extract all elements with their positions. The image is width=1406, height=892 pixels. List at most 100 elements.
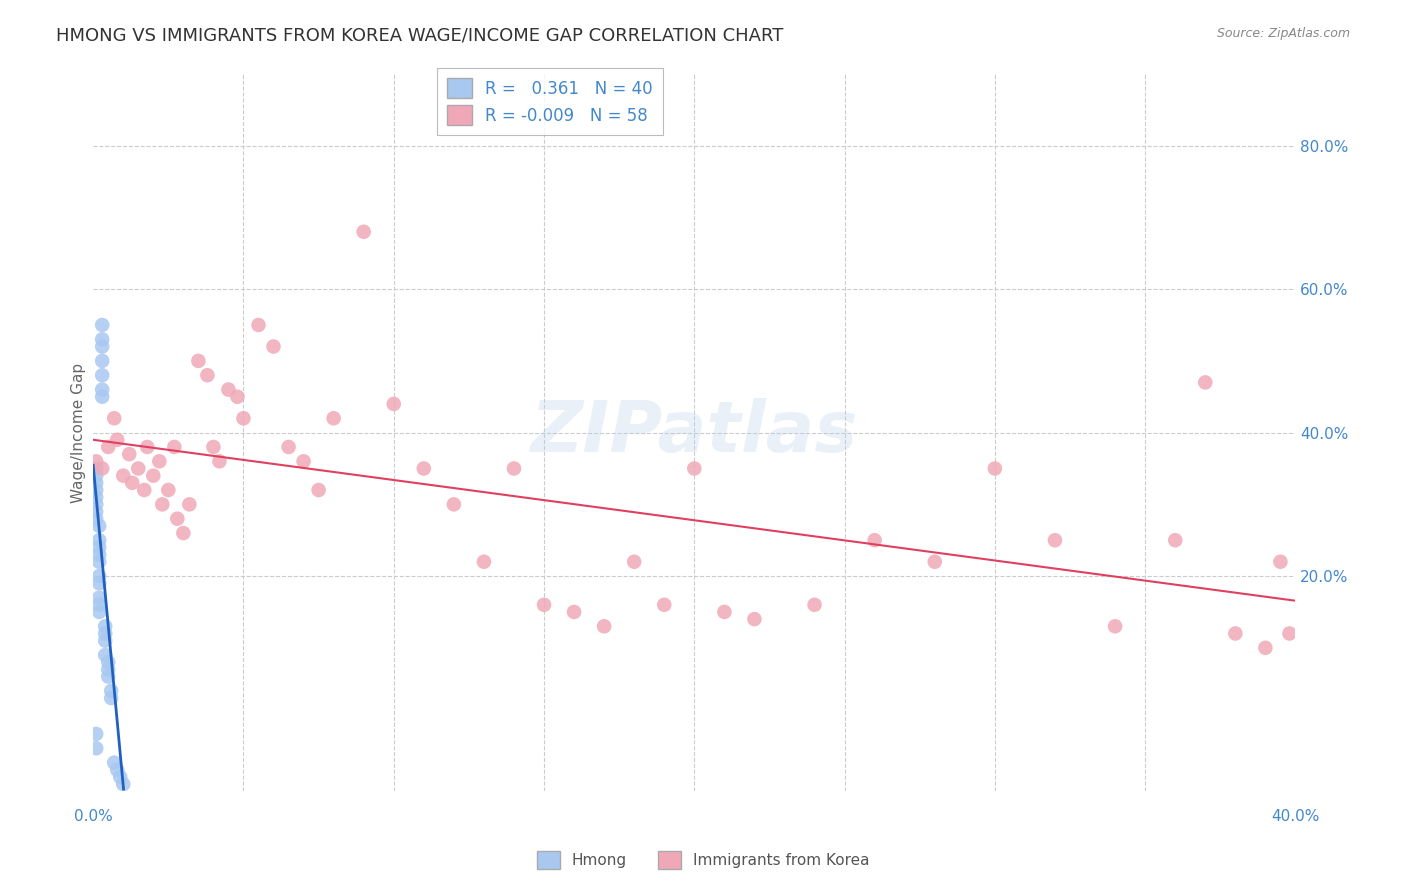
Point: [353, 225, 375, 239]
Point: [121, 475, 143, 490]
Point: [166, 512, 188, 526]
Point: [1104, 619, 1126, 633]
Point: [100, 684, 122, 698]
Text: 40.0%: 40.0%: [1271, 809, 1320, 824]
Point: [187, 354, 209, 368]
Point: [157, 483, 180, 497]
Point: [984, 461, 1007, 475]
Point: [863, 533, 886, 548]
Point: [292, 454, 315, 468]
Point: [163, 440, 186, 454]
Point: [89, 598, 111, 612]
Point: [91, 368, 114, 383]
Point: [202, 440, 225, 454]
Point: [503, 461, 526, 475]
Point: [91, 318, 114, 332]
Point: [112, 468, 135, 483]
Point: [142, 468, 165, 483]
Point: [103, 411, 125, 425]
Point: [148, 454, 170, 468]
Point: [472, 555, 495, 569]
Point: [94, 626, 117, 640]
Point: [623, 555, 645, 569]
Point: [263, 339, 285, 353]
Point: [1270, 555, 1292, 569]
Point: [172, 526, 194, 541]
Point: [136, 440, 159, 454]
Point: [91, 390, 114, 404]
Point: [562, 605, 585, 619]
Point: [127, 461, 149, 475]
Point: [924, 555, 946, 569]
Point: [91, 332, 114, 346]
Point: [89, 548, 111, 562]
Point: [97, 669, 120, 683]
Point: [308, 483, 330, 497]
Point: [91, 461, 114, 475]
Point: [89, 541, 111, 555]
Point: [382, 397, 405, 411]
Point: [94, 619, 117, 633]
Point: [84, 468, 107, 483]
Point: [247, 318, 270, 332]
Point: [84, 497, 107, 511]
Point: [277, 440, 299, 454]
Point: [84, 483, 107, 497]
Point: [94, 633, 117, 648]
Point: [89, 569, 111, 583]
Point: [105, 763, 128, 777]
Point: [105, 433, 128, 447]
Point: [134, 483, 156, 497]
Text: HMONG VS IMMIGRANTS FROM KOREA WAGE/INCOME GAP CORRELATION CHART: HMONG VS IMMIGRANTS FROM KOREA WAGE/INCO…: [56, 27, 783, 45]
Point: [84, 741, 107, 756]
Point: [1254, 640, 1277, 655]
Point: [713, 605, 735, 619]
Point: [89, 555, 111, 569]
Point: [91, 383, 114, 397]
Point: [89, 576, 111, 591]
Point: [1225, 626, 1247, 640]
Point: [84, 490, 107, 504]
Point: [89, 605, 111, 619]
Point: [97, 662, 120, 676]
Point: [683, 461, 706, 475]
Point: [84, 475, 107, 490]
Point: [150, 497, 173, 511]
Point: [110, 770, 132, 784]
Point: [322, 411, 344, 425]
Point: [84, 512, 107, 526]
Y-axis label: Wage/Income Gap: Wage/Income Gap: [72, 362, 86, 503]
Point: [84, 461, 107, 475]
Point: [443, 497, 465, 511]
Text: 0.0%: 0.0%: [73, 809, 112, 824]
Point: [84, 727, 107, 741]
Point: [803, 598, 825, 612]
Point: [97, 440, 120, 454]
Legend: R =   0.361   N = 40, R = -0.009   N = 58: R = 0.361 N = 40, R = -0.009 N = 58: [437, 68, 664, 136]
Point: [103, 756, 125, 770]
Point: [232, 411, 254, 425]
Point: [1278, 626, 1301, 640]
Point: [118, 447, 141, 461]
Point: [97, 655, 120, 669]
Point: [84, 504, 107, 518]
Text: Source: ZipAtlas.com: Source: ZipAtlas.com: [1216, 27, 1350, 40]
Point: [217, 383, 239, 397]
Point: [89, 519, 111, 533]
Point: [226, 390, 249, 404]
Point: [112, 777, 135, 791]
Point: [179, 497, 201, 511]
Point: [197, 368, 219, 383]
Point: [100, 691, 122, 706]
Point: [1043, 533, 1066, 548]
Legend: Hmong, Immigrants from Korea: Hmong, Immigrants from Korea: [530, 845, 876, 875]
Point: [744, 612, 766, 626]
Point: [84, 454, 107, 468]
Point: [94, 648, 117, 662]
Text: ZIPatlas: ZIPatlas: [530, 398, 858, 467]
Point: [652, 598, 675, 612]
Point: [1164, 533, 1187, 548]
Point: [89, 533, 111, 548]
Point: [91, 339, 114, 353]
Point: [412, 461, 434, 475]
